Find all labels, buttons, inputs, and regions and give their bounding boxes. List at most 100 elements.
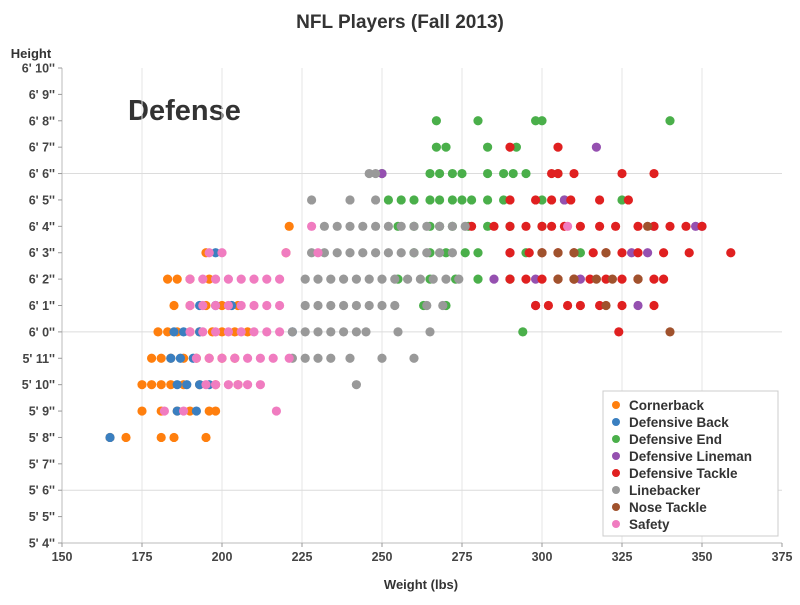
data-point: [332, 248, 342, 258]
data-point: [326, 300, 336, 311]
data-point: [575, 274, 586, 284]
data-point: [233, 380, 243, 390]
data-point: [649, 221, 659, 231]
data-point: [313, 274, 323, 284]
data-point: [166, 380, 176, 390]
data-point: [483, 221, 493, 231]
data-point: [383, 221, 393, 231]
legend-label: Defensive Lineman: [629, 449, 752, 464]
data-point: [211, 380, 221, 390]
data-point: [262, 274, 272, 284]
legend-marker: [612, 401, 620, 409]
data-point: [345, 353, 355, 363]
data-point: [169, 300, 179, 311]
data-point: [508, 168, 518, 179]
data-point: [390, 300, 400, 311]
y-tick-label: 6' 5'': [29, 193, 55, 207]
data-point: [191, 406, 201, 416]
data-point: [553, 142, 563, 152]
x-tick-label: 200: [212, 550, 233, 564]
y-tick-label: 6' 8'': [29, 114, 55, 128]
data-point: [204, 406, 214, 416]
y-axis-label: Height: [11, 46, 52, 61]
data-point: [351, 380, 361, 390]
axes: 5' 4'' 5' 5'' 5' 6'' 5' 7'' 5' 8'' 5' 9'' 5' 1…: [22, 62, 793, 565]
data-point: [377, 168, 387, 179]
data-point: [300, 327, 310, 337]
data-point: [617, 195, 627, 205]
data-point: [665, 221, 675, 231]
data-point: [409, 221, 419, 231]
x-tick-label: 375: [772, 550, 793, 564]
data-point: [326, 274, 336, 284]
legend-marker: [612, 503, 620, 511]
data-point: [179, 327, 189, 337]
data-point: [537, 221, 547, 231]
data-point: [185, 406, 195, 416]
data-point: [447, 168, 457, 179]
data-point: [553, 248, 563, 258]
data-point: [217, 248, 227, 258]
data-point: [633, 300, 643, 311]
data-point: [326, 353, 336, 363]
data-point: [569, 274, 579, 284]
data-point: [358, 221, 368, 231]
data-point: [137, 406, 147, 416]
data-point: [633, 248, 643, 258]
data-point: [499, 195, 509, 205]
data-point: [553, 274, 563, 284]
data-point: [633, 221, 643, 231]
data-point: [617, 248, 627, 258]
data-point: [396, 221, 406, 231]
data-point: [236, 300, 246, 311]
data-point: [223, 327, 233, 337]
data-point: [163, 274, 173, 284]
data-point: [163, 327, 173, 337]
data-point: [591, 274, 602, 284]
data-point: [185, 274, 195, 284]
data-point: [172, 274, 182, 284]
data-point: [521, 274, 531, 284]
data-point: [588, 248, 598, 258]
data-point: [313, 248, 323, 258]
data-point: [271, 406, 281, 416]
data-point: [505, 221, 515, 231]
data-point: [617, 168, 627, 179]
data-point: [435, 168, 445, 179]
data-point: [195, 380, 205, 390]
data-point: [569, 248, 579, 258]
data-point: [339, 274, 349, 284]
data-point: [457, 195, 467, 205]
data-point: [575, 248, 586, 258]
data-point: [137, 380, 147, 390]
x-tick-label: 275: [452, 550, 473, 564]
y-tick-label: 5' 9'': [29, 405, 55, 419]
data-point: [249, 327, 259, 337]
data-point: [383, 195, 393, 205]
data-point: [121, 432, 131, 443]
data-point: [156, 380, 166, 390]
data-point: [307, 248, 317, 258]
data-point: [553, 168, 563, 179]
series-linebacker: [287, 168, 470, 390]
data-point: [147, 353, 157, 363]
data-point: [191, 353, 201, 363]
data-point: [217, 353, 227, 363]
x-tick-label: 175: [132, 550, 153, 564]
legend-label: Defensive Back: [629, 415, 729, 430]
data-point: [351, 274, 361, 284]
data-point: [547, 195, 557, 205]
data-point: [659, 248, 669, 258]
data-point: [435, 195, 445, 205]
legend-label: Defensive End: [629, 432, 722, 447]
data-point: [617, 300, 627, 311]
data-point: [211, 274, 221, 284]
data-point: [230, 353, 240, 363]
data-point: [169, 432, 179, 443]
data-point: [319, 248, 329, 258]
data-point: [383, 248, 393, 258]
data-point: [147, 380, 157, 390]
data-point: [345, 248, 355, 258]
data-point: [185, 327, 195, 337]
data-point: [422, 248, 432, 258]
